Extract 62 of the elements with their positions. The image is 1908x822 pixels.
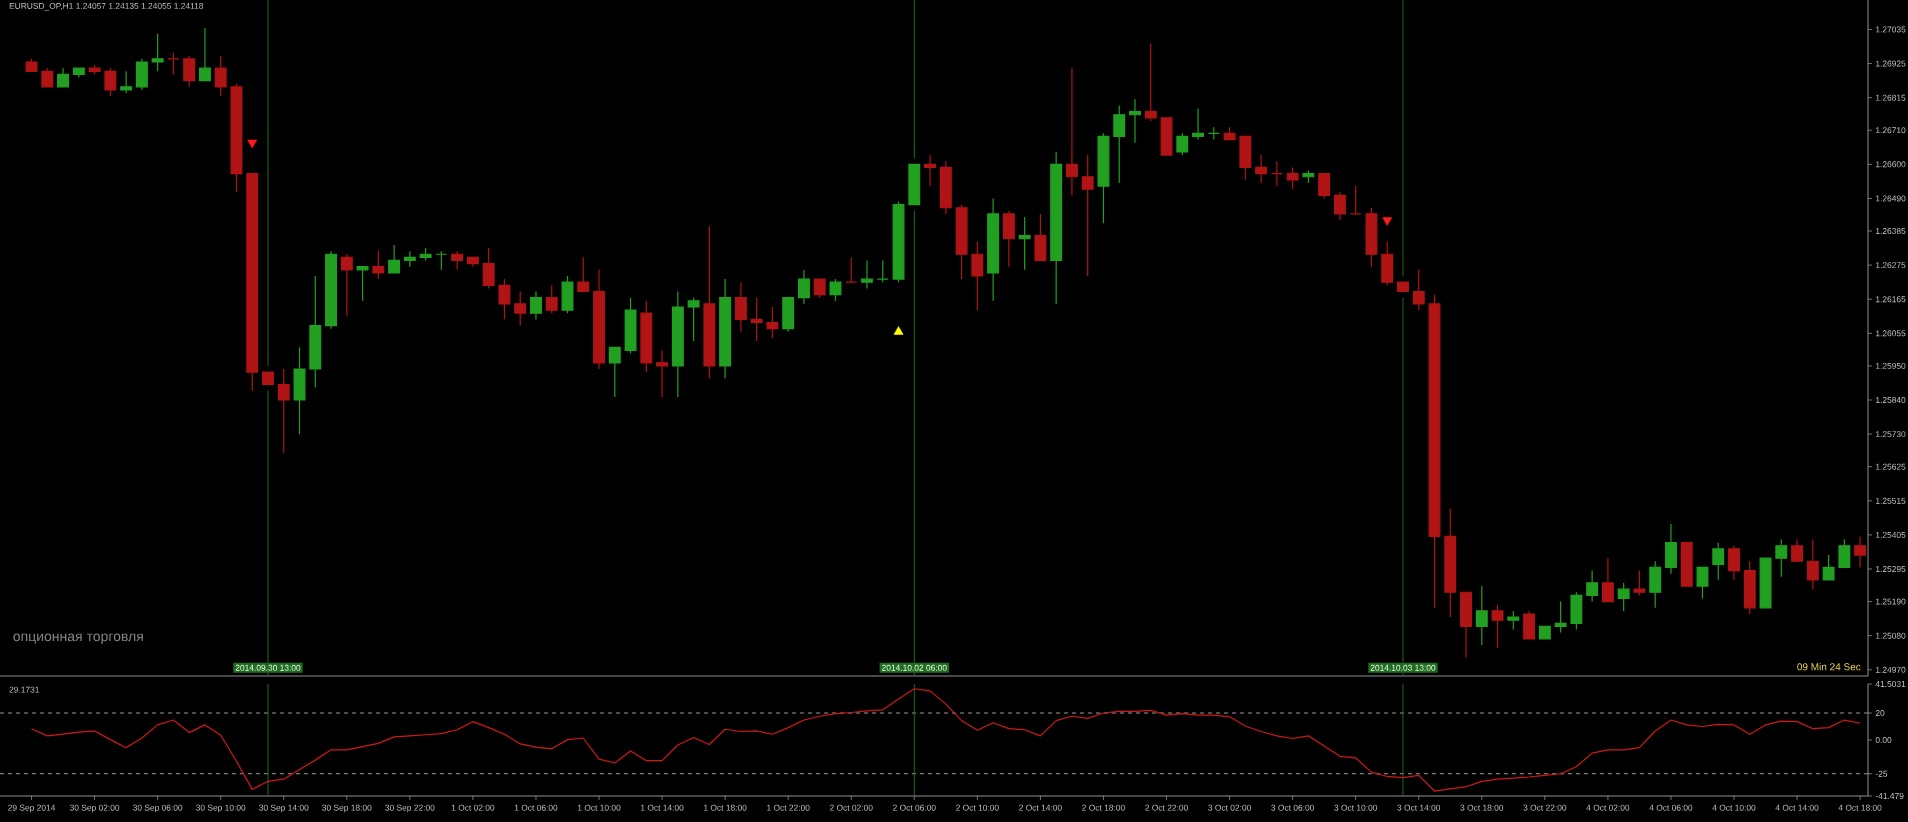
y-tick-label: 1.26385 (1876, 228, 1906, 234)
y-tick-label: 1.26600 (1876, 161, 1906, 168)
y-tick-label: 1.25840 (1876, 397, 1906, 403)
x-tick-label: 1 Oct 02:00 (451, 804, 495, 811)
annotation: 09 Min 24 Sec (1797, 663, 1861, 671)
y-tick-label: 1.27035 (1876, 26, 1906, 33)
x-tick-label: 4 Oct 10:00 (1712, 804, 1756, 811)
x-tick-label: 3 Oct 14:00 (1397, 804, 1441, 811)
x-tick-label: 2 Oct 10:00 (956, 804, 999, 811)
x-tick-label: 1 Oct 18:00 (704, 804, 747, 811)
y-tick-label: 1.26275 (1876, 262, 1906, 269)
y-tick-label: -41.479 (1875, 793, 1904, 799)
x-tick-label: 3 Oct 10:00 (1334, 804, 1378, 811)
y-tick-label: 1.25950 (1876, 362, 1906, 369)
x-tick-label: 4 Oct 02:00 (1586, 804, 1630, 811)
y-tick-label: 1.25625 (1876, 463, 1906, 470)
y-tick-label: 1.25730 (1876, 431, 1906, 438)
x-tick-label: 30 Sep 10:00 (196, 804, 246, 813)
ref-line-label: 2014.10.03 13:00 (1370, 664, 1436, 671)
x-tick-label: 30 Sep 02:00 (69, 804, 120, 813)
y-tick-label: 1.26055 (1876, 330, 1906, 337)
x-tick-label: 30 Sep 06:00 (132, 804, 183, 813)
y-tick-label: -25 (1875, 770, 1888, 777)
x-tick-label: 2 Oct 14:00 (1019, 804, 1062, 811)
annotation: 29.1731 (9, 686, 40, 693)
x-tick-label: 3 Oct 22:00 (1523, 804, 1567, 811)
x-tick-label: 3 Oct 02:00 (1208, 804, 1251, 811)
x-tick-label: 3 Oct 06:00 (1271, 804, 1315, 811)
ref-line-label: 2014.10.02 06:00 (882, 664, 947, 671)
y-tick-label: 1.25515 (1876, 497, 1906, 504)
x-tick-label: 2 Oct 06:00 (893, 804, 936, 811)
x-tick-label: 1 Oct 22:00 (767, 804, 810, 811)
x-tick-label: 29 Sep 2014 (8, 804, 56, 813)
x-tick-label: 4 Oct 14:00 (1775, 804, 1819, 811)
y-tick-label: 1.26925 (1876, 60, 1906, 67)
y-tick-label: 1.25295 (1876, 566, 1906, 572)
annotation: опционная торговля (13, 633, 143, 644)
y-tick-label: 1.25190 (1876, 598, 1906, 605)
y-tick-label: 1.26710 (1876, 127, 1906, 134)
x-tick-label: 2 Oct 22:00 (1145, 804, 1188, 811)
y-tick-label: 1.25405 (1876, 531, 1906, 538)
x-tick-label: 1 Oct 06:00 (514, 804, 558, 811)
x-tick-label: 30 Sep 22:00 (385, 804, 435, 813)
x-tick-label: 30 Sep 18:00 (322, 804, 372, 813)
x-tick-label: 30 Sep 14:00 (259, 804, 309, 813)
y-tick-label: 41.5031 (1875, 681, 1906, 687)
x-tick-label: 1 Oct 10:00 (577, 804, 621, 811)
y-tick-label: 1.26490 (1876, 195, 1906, 202)
x-tick-label: 3 Oct 18:00 (1460, 804, 1504, 811)
y-tick-label: 0.00 (1875, 737, 1892, 743)
x-tick-label: 4 Oct 18:00 (1838, 804, 1882, 811)
x-tick-label: 2 Oct 02:00 (829, 804, 873, 811)
chart-title: EURUSD_OP,H1 1.24057 1.24135 1.24055 1.24118 (9, 2, 204, 11)
ref-line-label: 2014.09.30 13:00 (235, 664, 301, 671)
x-tick-label: 4 Oct 06:00 (1649, 804, 1693, 811)
y-tick-label: 1.25080 (1876, 632, 1906, 639)
y-tick-label: 1.26815 (1876, 94, 1906, 101)
x-tick-label: 1 Oct 14:00 (641, 804, 684, 811)
y-tick-label: 1.24970 (1876, 666, 1906, 673)
x-tick-label: 2 Oct 18:00 (1082, 804, 1125, 811)
y-tick-label: 1.26165 (1876, 296, 1906, 303)
y-tick-label: 20 (1875, 710, 1885, 716)
